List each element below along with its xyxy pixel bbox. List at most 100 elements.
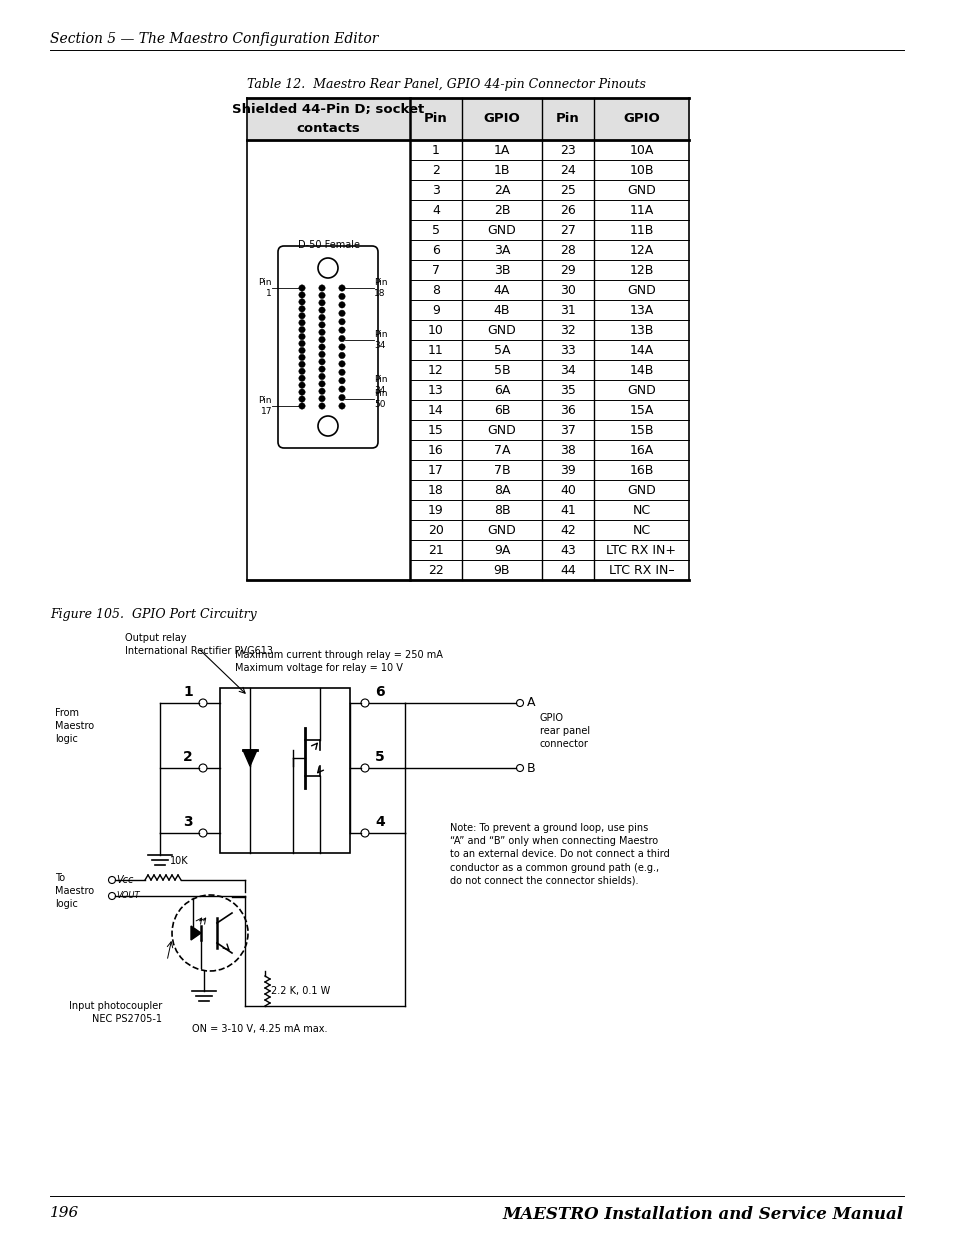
Text: 19: 19 [428,504,443,516]
Text: ON = 3-10 V, 4.25 mA max.: ON = 3-10 V, 4.25 mA max. [193,1024,328,1034]
Text: Pin
1: Pin 1 [258,278,272,298]
Text: 4: 4 [432,204,439,216]
Text: 3: 3 [183,815,193,829]
Circle shape [360,764,369,772]
Text: GPIO: GPIO [483,112,519,126]
Circle shape [298,347,305,353]
Circle shape [360,829,369,837]
Text: 14B: 14B [629,363,653,377]
Text: 1A: 1A [494,143,510,157]
Circle shape [318,403,325,409]
Circle shape [338,285,345,291]
Text: Pin: Pin [556,112,579,126]
Circle shape [338,319,345,325]
Text: 23: 23 [559,143,576,157]
Text: 12: 12 [428,363,443,377]
Circle shape [318,300,325,306]
Text: 40: 40 [559,483,576,496]
Text: 10A: 10A [629,143,653,157]
Text: 17: 17 [428,463,443,477]
Text: Pin: Pin [424,112,447,126]
Text: GPIO: GPIO [622,112,659,126]
Text: 12B: 12B [629,263,653,277]
Circle shape [318,329,325,336]
Text: 13: 13 [428,384,443,396]
Text: 37: 37 [559,424,576,436]
Text: 7B: 7B [493,463,510,477]
Text: 20: 20 [428,524,443,536]
Text: 31: 31 [559,304,576,316]
Circle shape [298,368,305,374]
Text: 24: 24 [559,163,576,177]
Text: 4A: 4A [494,284,510,296]
Text: Pin
18: Pin 18 [374,278,387,298]
Text: Shielded 44-Pin D; socket
contacts: Shielded 44-Pin D; socket contacts [233,104,424,135]
Circle shape [298,361,305,368]
Circle shape [298,389,305,395]
Text: Vcc: Vcc [116,876,133,885]
Circle shape [318,285,325,291]
Circle shape [318,293,325,299]
Text: 6B: 6B [494,404,510,416]
Text: 7: 7 [432,263,439,277]
Text: 44: 44 [559,563,576,577]
Text: Section 5 — The Maestro Configuration Editor: Section 5 — The Maestro Configuration Ed… [50,32,378,46]
Text: 4: 4 [375,815,384,829]
Circle shape [338,301,345,308]
Circle shape [199,764,207,772]
Text: 7A: 7A [494,443,510,457]
Circle shape [298,382,305,388]
Text: 16A: 16A [629,443,653,457]
Text: Output relay
International Rectifier PVG613: Output relay International Rectifier PVG… [125,634,273,656]
Circle shape [338,336,345,342]
Text: 1: 1 [432,143,439,157]
Circle shape [109,893,115,899]
Text: 13A: 13A [629,304,653,316]
Text: 39: 39 [559,463,576,477]
Circle shape [318,336,325,343]
Polygon shape [243,750,256,766]
Circle shape [318,366,325,372]
Circle shape [298,375,305,382]
Text: 10: 10 [428,324,443,336]
Text: From
Maestro
logic: From Maestro logic [55,708,94,745]
Text: 16B: 16B [629,463,653,477]
Circle shape [298,285,305,291]
Text: 11A: 11A [629,204,653,216]
Circle shape [318,308,325,314]
Circle shape [360,699,369,706]
Text: 13B: 13B [629,324,653,336]
Circle shape [338,352,345,358]
Text: 11B: 11B [629,224,653,236]
Circle shape [298,320,305,326]
Circle shape [338,394,345,401]
Text: Table 12.  Maestro Rear Panel, GPIO 44-pin Connector Pinouts: Table 12. Maestro Rear Panel, GPIO 44-pi… [247,78,645,91]
Text: 27: 27 [559,224,576,236]
Text: 33: 33 [559,343,576,357]
Circle shape [199,829,207,837]
Text: GND: GND [626,284,655,296]
Text: Pin
50: Pin 50 [374,389,387,409]
Text: 14: 14 [428,404,443,416]
Text: MAESTRO Installation and Service Manual: MAESTRO Installation and Service Manual [502,1207,903,1223]
Text: A: A [526,697,535,709]
Text: 2A: 2A [494,184,510,196]
Text: 29: 29 [559,263,576,277]
Text: GPIO
rear panel
connector: GPIO rear panel connector [539,713,590,750]
Circle shape [172,895,248,971]
Polygon shape [191,926,201,940]
Circle shape [338,403,345,409]
Text: 10K: 10K [170,856,189,866]
Circle shape [298,326,305,333]
Text: GND: GND [487,324,516,336]
Text: To
Maestro
logic: To Maestro logic [55,873,94,909]
Circle shape [298,396,305,403]
Text: 8A: 8A [494,483,510,496]
Text: 30: 30 [559,284,576,296]
Text: Maximum current through relay = 250 mA
Maximum voltage for relay = 10 V: Maximum current through relay = 250 mA M… [234,650,442,673]
Text: 36: 36 [559,404,576,416]
Text: 22: 22 [428,563,443,577]
Text: GND: GND [626,483,655,496]
Text: B: B [526,762,535,774]
Circle shape [338,293,345,300]
